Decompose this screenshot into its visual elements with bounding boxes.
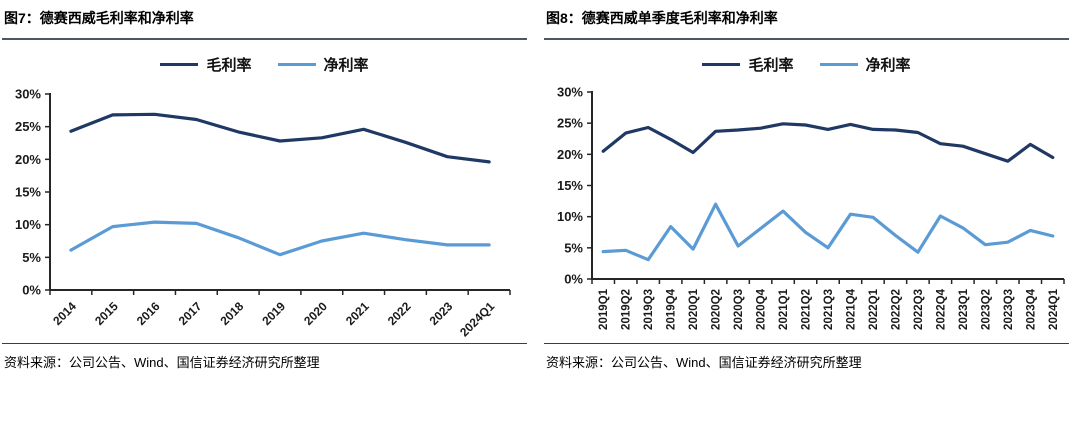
net-margin-line-swatch: [819, 62, 858, 66]
annual-margin-line-chart: 0% 5% 10% 15% 20% 25% 30% 2014 2015 2016 2017 2018 2…: [15, 87, 511, 339]
x-axis-tick-label: 2023Q2: [980, 289, 992, 330]
y-axis-tick-label: 15%: [557, 178, 583, 193]
x-axis-tick-label: 2015: [92, 299, 121, 328]
title-divider: [544, 38, 1069, 40]
y-axis-tick-label: 25%: [557, 116, 583, 131]
x-axis-tick-label: 2024Q1: [1048, 288, 1060, 330]
x-axis-tick-label: 2019Q3: [643, 289, 655, 330]
series-line-net-margin: [601, 202, 1055, 262]
source-divider: [544, 343, 1069, 344]
y-axis-tick-label: 0%: [22, 283, 41, 298]
source-note: 资料来源：公司公告、Wind、国信证券经济研究所整理: [546, 355, 862, 370]
quarterly-margin-line-chart: 0% 5% 10% 15% 20% 25% 30% 2019Q1 2019Q2 2019Q3 201…: [557, 85, 1065, 330]
net-margin-line-swatch: [277, 62, 316, 66]
x-axis-tick-label: 2020Q4: [756, 288, 768, 330]
x-axis-tick-label: 2019Q1: [598, 288, 610, 330]
source-divider: [2, 343, 527, 344]
y-axis-tick-label: 5%: [564, 240, 583, 255]
x-axis-tick-label: 2019Q4: [666, 288, 678, 330]
x-axis-tick-label: 2014: [50, 299, 79, 328]
chart-legend: 毛利率 净利率: [544, 52, 1069, 76]
x-axis-tick-label: 2019Q2: [621, 289, 633, 330]
figure-title: 图8：德赛西威单季度毛利率和净利率: [546, 10, 778, 26]
source-note: 资料来源：公司公告、Wind、国信证券经济研究所整理: [4, 355, 320, 370]
x-axis-tick-label: 2020Q2: [711, 289, 723, 330]
figure-8-quarterly-margin-chart: 图8：德赛西威单季度毛利率和净利率 毛利率 净利率 0% 5% 10% 15% 20% 2…: [544, 4, 1069, 371]
title-divider: [2, 38, 527, 40]
report-figures-row: 图7：德赛西威毛利率和净利率 毛利率 净利率 0% 5% 10% 15% 20% 25% 3…: [2, 4, 1069, 371]
x-axis-tick-label: 2020Q3: [733, 289, 745, 330]
x-axis-tick-label: 2021Q4: [845, 288, 857, 330]
y-axis-tick-label: 10%: [557, 209, 583, 224]
x-axis-tick-label: 2023: [427, 299, 456, 328]
series-line-gross-margin: [69, 112, 491, 164]
x-axis-tick-label: 2022Q3: [913, 289, 925, 330]
x-axis-tick-label: 2024Q1: [457, 299, 497, 339]
x-axis-tick-label: 2023Q3: [1003, 289, 1015, 330]
y-axis-tick-label: 10%: [15, 217, 41, 232]
x-axis-tick-label: 2018: [218, 299, 247, 328]
y-axis-tick-label: 5%: [22, 250, 41, 265]
legend-label-net-margin: 净利率: [323, 56, 369, 74]
legend-label-gross-margin: 毛利率: [206, 56, 252, 74]
y-axis-tick-label: 30%: [557, 85, 583, 100]
chart-legend: 毛利率 净利率: [2, 52, 527, 76]
x-axis-tick-label: 2017: [176, 299, 205, 328]
figure-7-annual-margin-chart: 图7：德赛西威毛利率和净利率 毛利率 净利率 0% 5% 10% 15% 20% 25% 3…: [2, 4, 527, 371]
legend-item-gross-margin: 毛利率: [702, 54, 794, 75]
legend-label-gross-margin: 毛利率: [748, 56, 794, 74]
x-axis-tick-label: 2022Q1: [868, 288, 880, 330]
y-axis-tick-label: 25%: [15, 119, 41, 134]
legend-item-gross-margin: 毛利率: [160, 54, 252, 75]
x-axis-tick-label: 2021Q1: [778, 288, 790, 330]
y-axis-tick-label: 20%: [557, 147, 583, 162]
x-axis-tick-label: 2016: [134, 299, 163, 328]
x-axis-tick-label: 2023Q1: [958, 288, 970, 330]
gross-margin-line-swatch: [160, 62, 199, 66]
x-axis-tick-label: 2022Q2: [890, 289, 902, 330]
legend-item-net-margin: 净利率: [819, 54, 911, 75]
series-line-net-margin: [69, 220, 491, 257]
figure-title: 图7：德赛西威毛利率和净利率: [4, 10, 194, 26]
y-axis-tick-label: 30%: [15, 87, 41, 102]
y-axis-tick-label: 20%: [15, 152, 41, 167]
x-axis-tick-label: 2022: [385, 299, 414, 328]
gross-margin-line-swatch: [702, 62, 741, 66]
y-axis-tick-label: 0%: [564, 272, 583, 287]
x-axis-tick-label: 2021Q2: [801, 289, 813, 330]
legend-item-net-margin: 净利率: [277, 54, 369, 75]
x-axis-tick-label: 2022Q4: [935, 288, 947, 330]
y-axis-tick-label: 15%: [15, 185, 41, 200]
x-axis-tick-label: 2019: [259, 299, 288, 328]
x-axis-tick-label: 2020: [301, 299, 330, 328]
x-axis-tick-label: 2021: [343, 299, 372, 328]
x-axis-tick-label: 2023Q4: [1025, 288, 1037, 330]
x-axis-tick-label: 2021Q3: [823, 289, 835, 330]
x-axis-tick-label: 2020Q1: [688, 288, 700, 330]
series-line-gross-margin: [601, 122, 1055, 163]
legend-label-net-margin: 净利率: [865, 56, 911, 74]
